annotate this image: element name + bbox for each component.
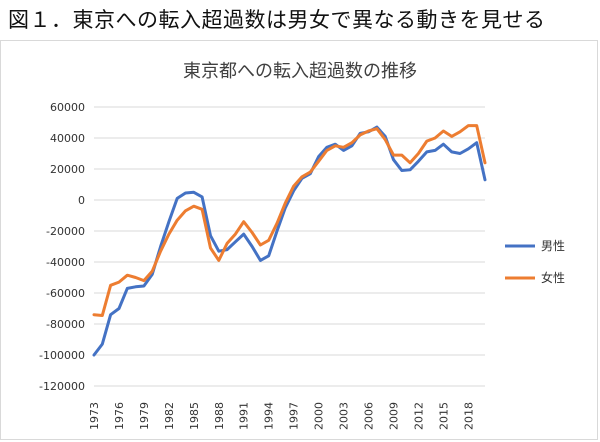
y-tick-label: -80000 xyxy=(46,318,85,331)
x-tick-label: 1979 xyxy=(138,402,151,430)
x-tick-label: 2006 xyxy=(363,402,376,430)
figure-heading: 図１．東京への転入超過数は男女で異なる動きを見せる xyxy=(8,8,546,32)
x-axis-ticks: 1973 1976 1979 1982 1985 1988 1991 1994 1997 2000… xyxy=(88,402,475,430)
x-tick-label: 2018 xyxy=(462,402,475,430)
x-tick-label: 1988 xyxy=(213,402,226,430)
y-tick-label: 60000 xyxy=(50,101,85,114)
y-tick-label: -20000 xyxy=(46,225,85,238)
y-tick-label: 20000 xyxy=(50,163,85,176)
series-line-male xyxy=(92,125,487,357)
y-tick-label: -120000 xyxy=(39,380,85,393)
x-tick-label: 1985 xyxy=(188,402,201,430)
legend-label: 男性 xyxy=(541,239,565,253)
x-tick-label: 2012 xyxy=(412,402,425,430)
x-tick-label: 2000 xyxy=(313,402,326,430)
y-tick-label: -60000 xyxy=(46,287,85,300)
x-tick-label: 2015 xyxy=(437,402,450,430)
x-tick-label: 1994 xyxy=(263,402,276,430)
y-tick-label: 0 xyxy=(78,194,85,207)
x-tick-label: 2003 xyxy=(338,402,351,430)
y-tick-label: -100000 xyxy=(39,349,85,362)
x-tick-label: 1991 xyxy=(238,402,251,430)
x-tick-label: 1973 xyxy=(88,402,101,430)
x-tick-label: 1982 xyxy=(163,402,176,430)
y-tick-label: 40000 xyxy=(50,132,85,145)
y-tick-label: -40000 xyxy=(46,256,85,269)
line-chart: 東京都への転入超過数の推移 60000 40000 20000 0 -20000 -400… xyxy=(39,61,565,430)
y-axis-ticks: 60000 40000 20000 0 -20000 -40000 -60000 -80000… xyxy=(39,101,85,393)
series-line-female xyxy=(92,124,487,317)
x-tick-label: 1997 xyxy=(288,402,301,430)
x-tick-label: 2009 xyxy=(387,402,400,430)
chart-frame: 東京都への転入超過数の推移 60000 40000 20000 0 -20000 -400… xyxy=(0,40,598,440)
chart-title: 東京都への転入超過数の推移 xyxy=(183,61,417,82)
x-tick-label: 1976 xyxy=(113,402,126,430)
legend-label: 女性 xyxy=(541,270,565,285)
gridlines xyxy=(94,106,485,387)
series-lines xyxy=(92,124,487,357)
